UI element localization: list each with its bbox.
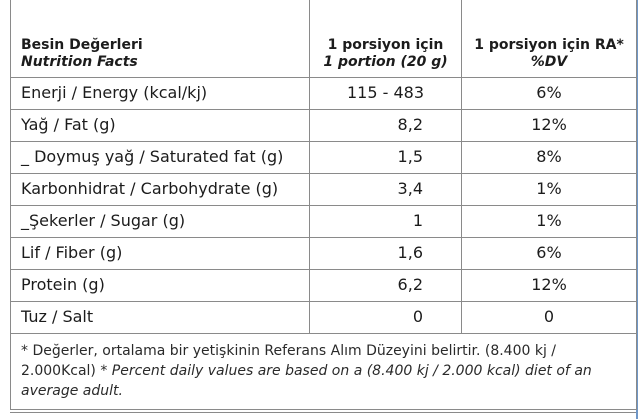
ra-value: 6% — [461, 236, 637, 270]
nutrition-table: Besin Değerleri Nutrition Facts 1 porsiy… — [10, 0, 637, 410]
ra-value: 8% — [461, 140, 637, 174]
portion-value: 1,6 — [309, 236, 462, 270]
footnote-tr: * Değerler, ortalama bir yetişkinin Refe… — [21, 342, 557, 379]
table-row: Protein (g) 6,2 12% — [10, 268, 637, 302]
header-portion-en: 1 portion (20 g) — [323, 53, 448, 70]
portion-value: 1 — [309, 204, 462, 238]
nutrient-name: _ Doymuş yağ / Saturated fat (g) — [10, 140, 310, 174]
ra-value: 6% — [461, 76, 637, 110]
header-nutrient-tr: Besin Değerleri — [21, 36, 143, 53]
ra-value: 0 — [461, 300, 637, 334]
portion-value: 0 — [309, 300, 462, 334]
header-portion-tr: 1 porsiyon için — [327, 36, 444, 53]
footnote-row: * Değerler, ortalama bir yetişkinin Refe… — [10, 332, 637, 410]
portion-value: 3,4 — [309, 172, 462, 206]
nutrient-name: Protein (g) — [10, 268, 310, 302]
portion-value: 115 - 483 — [309, 76, 462, 110]
ra-value: 1% — [461, 172, 637, 206]
nutrient-name: _Şekerler / Sugar (g) — [10, 204, 310, 238]
portion-value: 6,2 — [309, 268, 462, 302]
table-bottom-rule — [10, 412, 636, 420]
table-row: _ Doymuş yağ / Saturated fat (g) 1,5 8% — [10, 140, 637, 174]
header-row: Besin Değerleri Nutrition Facts 1 porsiy… — [10, 0, 637, 78]
nutrient-name: Tuz / Salt — [10, 300, 310, 334]
table-row: _Şekerler / Sugar (g) 1 1% — [10, 204, 637, 238]
header-ra-tr: 1 porsiyon için RA* — [474, 36, 624, 53]
footnote: * Değerler, ortalama bir yetişkinin Refe… — [10, 332, 637, 410]
portion-value: 1,5 — [309, 140, 462, 174]
nutrient-name: Lif / Fiber (g) — [10, 236, 310, 270]
footnote-en: * Percent daily values are based on a (8… — [21, 362, 592, 399]
header-nutrient-en: Nutrition Facts — [21, 53, 138, 70]
table-row: Tuz / Salt 0 0 — [10, 300, 637, 334]
header-ra: 1 porsiyon için RA* %DV — [461, 0, 637, 78]
ra-value: 12% — [461, 108, 637, 142]
table-row: Enerji / Energy (kcal/kj) 115 - 483 6% — [10, 76, 637, 110]
header-portion: 1 porsiyon için 1 portion (20 g) — [309, 0, 462, 78]
ra-value: 12% — [461, 268, 637, 302]
header-ra-en: %DV — [530, 53, 568, 70]
nutrient-name: Karbonhidrat / Carbohydrate (g) — [10, 172, 310, 206]
table-row: Karbonhidrat / Carbohydrate (g) 3,4 1% — [10, 172, 637, 206]
nutrient-name: Enerji / Energy (kcal/kj) — [10, 76, 310, 110]
portion-value: 8,2 — [309, 108, 462, 142]
table-row: Yağ / Fat (g) 8,2 12% — [10, 108, 637, 142]
ra-value: 1% — [461, 204, 637, 238]
table-row: Lif / Fiber (g) 1,6 6% — [10, 236, 637, 270]
header-nutrient: Besin Değerleri Nutrition Facts — [10, 0, 310, 78]
right-edge-rule — [636, 0, 638, 419]
nutrient-name: Yağ / Fat (g) — [10, 108, 310, 142]
